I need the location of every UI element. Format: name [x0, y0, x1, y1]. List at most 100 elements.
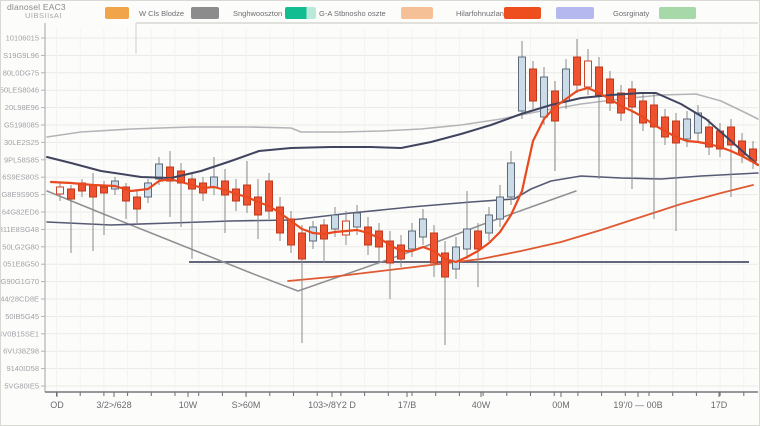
y-axis-label: 811E8SG48	[1, 225, 39, 234]
candle-up	[540, 76, 548, 118]
y-axis-label: 9PL58S85	[4, 155, 39, 164]
navy-band-ma	[46, 172, 759, 226]
candle-down	[276, 206, 284, 234]
legend-item-2-label: Snghwooszton	[233, 9, 283, 18]
candle-up	[518, 56, 526, 112]
candle-up	[155, 163, 163, 180]
y-axis-label: 5VG80IE5	[4, 382, 39, 391]
legend: W Cls Blodze Snghwooszton G-A Stbnosho osz…	[1, 1, 759, 23]
candle-down	[441, 252, 449, 278]
candle-down	[386, 240, 394, 264]
legend-item-5-swatch[interactable]	[504, 7, 541, 19]
orange-ema	[49, 86, 759, 264]
legend-item-6-swatch[interactable]	[556, 7, 594, 19]
y-axis-label: 44/28CD8E	[1, 295, 39, 304]
y-axis-label: 50LG2G80	[2, 242, 39, 251]
legend-item-3-swatch[interactable]	[285, 7, 316, 19]
y-axis-label: 30LE2S25	[4, 138, 39, 147]
y-axis-label: 20L98E96	[5, 103, 39, 112]
navy-slow-ma	[46, 92, 759, 179]
x-axis-label: S>60M	[232, 400, 261, 410]
x-axis-label: OD	[50, 400, 64, 410]
candle-down	[254, 196, 262, 216]
candle-up	[353, 212, 361, 228]
candle-down	[430, 232, 438, 264]
y-axis-label: 6S9ES80S	[2, 173, 39, 182]
y-axis-label: G5198085	[4, 121, 39, 130]
y-axis-label: 4V0B15SE1	[1, 329, 39, 338]
candle-up	[419, 218, 427, 238]
candle-down	[617, 92, 625, 114]
y-axis-label: 50LES8046	[1, 86, 39, 95]
y-axis-label: 64G82ED6	[2, 208, 39, 217]
candle-down	[672, 120, 680, 144]
candle-down	[100, 186, 108, 194]
candle-down	[529, 68, 537, 102]
candle-up	[331, 214, 339, 230]
candle-down	[628, 88, 636, 108]
legend-item-2-swatch[interactable]	[191, 7, 219, 19]
y-axis-label: 50IB5G45	[5, 312, 39, 321]
candle-down	[298, 232, 306, 260]
candle-up	[463, 228, 471, 250]
y-axis-label: 10106015	[6, 34, 39, 43]
candle-up	[485, 214, 493, 234]
candle-up	[452, 246, 460, 270]
candle-down	[364, 226, 372, 246]
candle-down	[650, 104, 658, 128]
chart-title-line1: dlanosel EAC3	[7, 2, 66, 12]
candle-up	[584, 60, 592, 88]
candle-up	[408, 230, 416, 250]
y-axis-label: 9140ID58	[6, 364, 39, 373]
y-axis-label: 6VU38Z98	[3, 347, 39, 356]
x-axis-label: 3/2>/628	[96, 400, 131, 410]
legend-item-4-swatch[interactable]	[401, 7, 433, 19]
y-axis-label: S19G9L96	[3, 51, 39, 60]
candle-down	[122, 186, 130, 202]
candle-down	[221, 180, 229, 196]
candle-down	[166, 166, 174, 182]
candle-down	[573, 56, 581, 86]
candle-down	[661, 116, 669, 138]
candle-up	[507, 162, 515, 198]
y-axis-label: 051E8G50	[3, 260, 39, 269]
x-axis-label: 00M	[552, 400, 570, 410]
candles-layer	[56, 39, 757, 345]
chart-title: dlanosel EAC3 UIBSIIsAI	[7, 3, 103, 20]
candle-up	[683, 118, 691, 140]
candle-down	[727, 126, 735, 146]
x-axis-label: 19'/0 — 00B	[613, 400, 662, 410]
legend-item-6-label: Gosrginaty	[613, 9, 650, 18]
x-axis-label: 17D	[711, 400, 728, 410]
x-axis-label: 17/B	[398, 400, 417, 410]
candle-down	[595, 66, 603, 96]
legend-item-3-label: G-A Stbnosho oszte	[319, 9, 386, 18]
candle-down	[133, 196, 141, 210]
candle-down	[474, 230, 482, 250]
legend-item-4-label: Hilarfohnuzlan	[456, 9, 504, 18]
candle-down	[67, 188, 75, 200]
y-axis-label: G8E9S90S	[1, 190, 39, 199]
y-axis-label: 80L0DG75	[3, 68, 39, 77]
candle-down	[287, 218, 295, 246]
candle-down	[606, 78, 614, 104]
candle-up	[342, 220, 350, 236]
candle-down	[243, 184, 251, 206]
candle-down	[705, 126, 713, 148]
x-axis-label: 40W	[472, 400, 491, 410]
candle-up	[56, 186, 64, 195]
orange-long-ma	[287, 184, 754, 282]
legend-item-1-swatch[interactable]	[105, 7, 129, 19]
legend-item-1-label: W Cls Blodze	[139, 9, 185, 18]
x-axis-label: 103>/8Y2 D	[308, 400, 356, 410]
legend-item-7-swatch[interactable]	[659, 7, 696, 19]
candle-up	[496, 196, 504, 220]
y-axis-label: 4G90G1G70	[1, 277, 39, 286]
candle-down	[89, 184, 97, 198]
candle-up	[210, 176, 218, 188]
candle-down	[639, 100, 647, 124]
chart-title-line2: UIBSIIsAI	[25, 10, 63, 20]
candle-up	[694, 112, 702, 134]
